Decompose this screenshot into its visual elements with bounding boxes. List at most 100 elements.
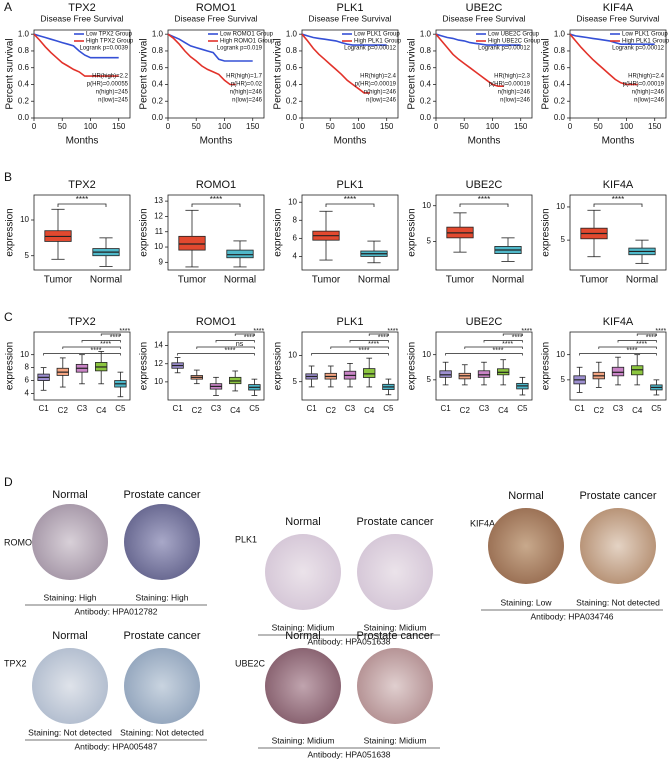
legend-label: High UBE2C Group (488, 39, 541, 45)
column-header: Normal (52, 630, 87, 642)
significance-label: **** (253, 328, 264, 335)
x-tick-label: C2 (594, 406, 605, 415)
x-tick-label: 150 (380, 122, 394, 131)
annotation: p(HR)=0.02 (231, 82, 263, 88)
x-tick-label: C1 (306, 404, 317, 413)
column-header: Normal (285, 630, 320, 642)
x-tick-label: C4 (96, 406, 107, 415)
legend-label: Low PLK1 Group (354, 32, 400, 38)
gene-label: PLK1 (235, 534, 257, 544)
significance-bracket (43, 353, 121, 356)
y-axis-label: Percent survival (541, 38, 552, 109)
y-tick-label: 5 (25, 251, 30, 260)
tissue-image (32, 648, 108, 724)
y-tick-label: 0.2 (18, 96, 30, 105)
annotation: n(high)=245 (96, 90, 129, 96)
chart-subtitle: Disease Free Survival (442, 13, 525, 23)
x-tick-label: C5 (517, 404, 528, 413)
legend-label: High PLK1 Group (622, 39, 669, 45)
significance-bracket (196, 346, 255, 349)
y-axis-label: expression (407, 342, 418, 390)
significance-bracket (100, 333, 121, 336)
x-axis-label: Months (602, 136, 635, 147)
antibody-label: Antibody: HPA005487 (74, 741, 157, 751)
significance-bracket (191, 203, 241, 207)
x-tick-label: C3 (211, 404, 222, 413)
box (363, 368, 376, 378)
staining-label: Staining: Low (500, 597, 552, 607)
significance-label: **** (636, 341, 647, 348)
plot-frame (569, 331, 667, 401)
y-tick-label: 5 (427, 237, 432, 246)
x-tick-label: 50 (326, 122, 335, 131)
panel-label: A (4, 0, 12, 14)
tissue-image (488, 508, 564, 584)
chart-title: KIF4A (603, 179, 634, 191)
annotation: n(low)=246 (366, 98, 397, 104)
y-tick-label: 0.2 (286, 96, 298, 105)
chart-title: KIF4A (603, 316, 634, 328)
y-axis-label: expression (541, 342, 552, 390)
chart-title: ROMO1 (196, 2, 236, 14)
plot-frame (569, 194, 667, 271)
significance-label: **** (521, 328, 532, 335)
y-tick-label: 0.6 (286, 63, 298, 72)
annotation: Logrank p=0.00012 (344, 46, 397, 52)
y-axis-label: expression (541, 208, 552, 256)
significance-bracket (502, 333, 523, 336)
panel-label: D (4, 475, 13, 489)
y-tick-label: 0.8 (152, 46, 164, 55)
x-tick-label: Tumor (312, 275, 341, 286)
significance-bracket (636, 333, 657, 336)
significance-label: **** (368, 341, 379, 348)
x-tick-label: 0 (300, 122, 305, 131)
chart-title: UBE2C (466, 2, 503, 14)
y-tick-label: 13 (154, 196, 163, 205)
x-tick-label: 100 (84, 122, 98, 131)
x-tick-label: C3 (479, 404, 490, 413)
x-axis-label: Months (334, 136, 367, 147)
y-tick-label: 10 (20, 215, 29, 224)
panel-label: C (4, 310, 13, 324)
box (226, 249, 254, 259)
y-tick-label: 10 (422, 350, 431, 359)
significance-bracket (81, 340, 121, 343)
y-tick-label: 10 (288, 197, 297, 206)
tissue-image (124, 648, 200, 724)
tissue-image (357, 648, 433, 724)
x-tick-label: C2 (460, 406, 471, 415)
x-tick-label: 100 (352, 122, 366, 131)
y-tick-label: 10 (154, 377, 163, 386)
y-tick-label: 0.6 (18, 63, 30, 72)
annotation: Logrank p=0.0039 (79, 46, 128, 52)
antibody-label: Antibody: HPA012782 (74, 606, 157, 616)
y-tick-label: 0.2 (152, 96, 164, 105)
y-axis-label: Percent survival (5, 38, 16, 109)
significance-label: **** (210, 195, 222, 204)
significance-label: **** (100, 341, 111, 348)
antibody-label: Antibody: HPA051638 (307, 636, 390, 646)
staining-label: Staining: Not detected (576, 597, 660, 607)
significance-bracket (57, 203, 107, 207)
significance-label: **** (244, 334, 255, 341)
significance-bracket (598, 346, 657, 349)
column-header: Normal (285, 516, 320, 528)
survival-curve (301, 33, 370, 94)
staining-label: Staining: Midium (272, 622, 335, 632)
significance-label: **** (378, 334, 389, 341)
significance-label: **** (344, 195, 356, 204)
x-tick-label: C1 (38, 404, 49, 413)
x-tick-label: 50 (460, 122, 469, 131)
significance-bracket (330, 346, 389, 349)
y-tick-label: 10 (556, 350, 565, 359)
significance-label: **** (359, 347, 370, 354)
annotation: n(high)=246 (364, 90, 397, 96)
chart-title: UBE2C (466, 316, 503, 328)
y-tick-label: 0.0 (420, 113, 432, 122)
y-axis-label: expression (5, 208, 16, 256)
annotation: n(high)=246 (230, 90, 263, 96)
tissue-image (580, 508, 656, 584)
plot-frame (569, 29, 667, 119)
chart-subtitle: Disease Free Survival (174, 13, 257, 23)
plot-frame (301, 194, 399, 271)
